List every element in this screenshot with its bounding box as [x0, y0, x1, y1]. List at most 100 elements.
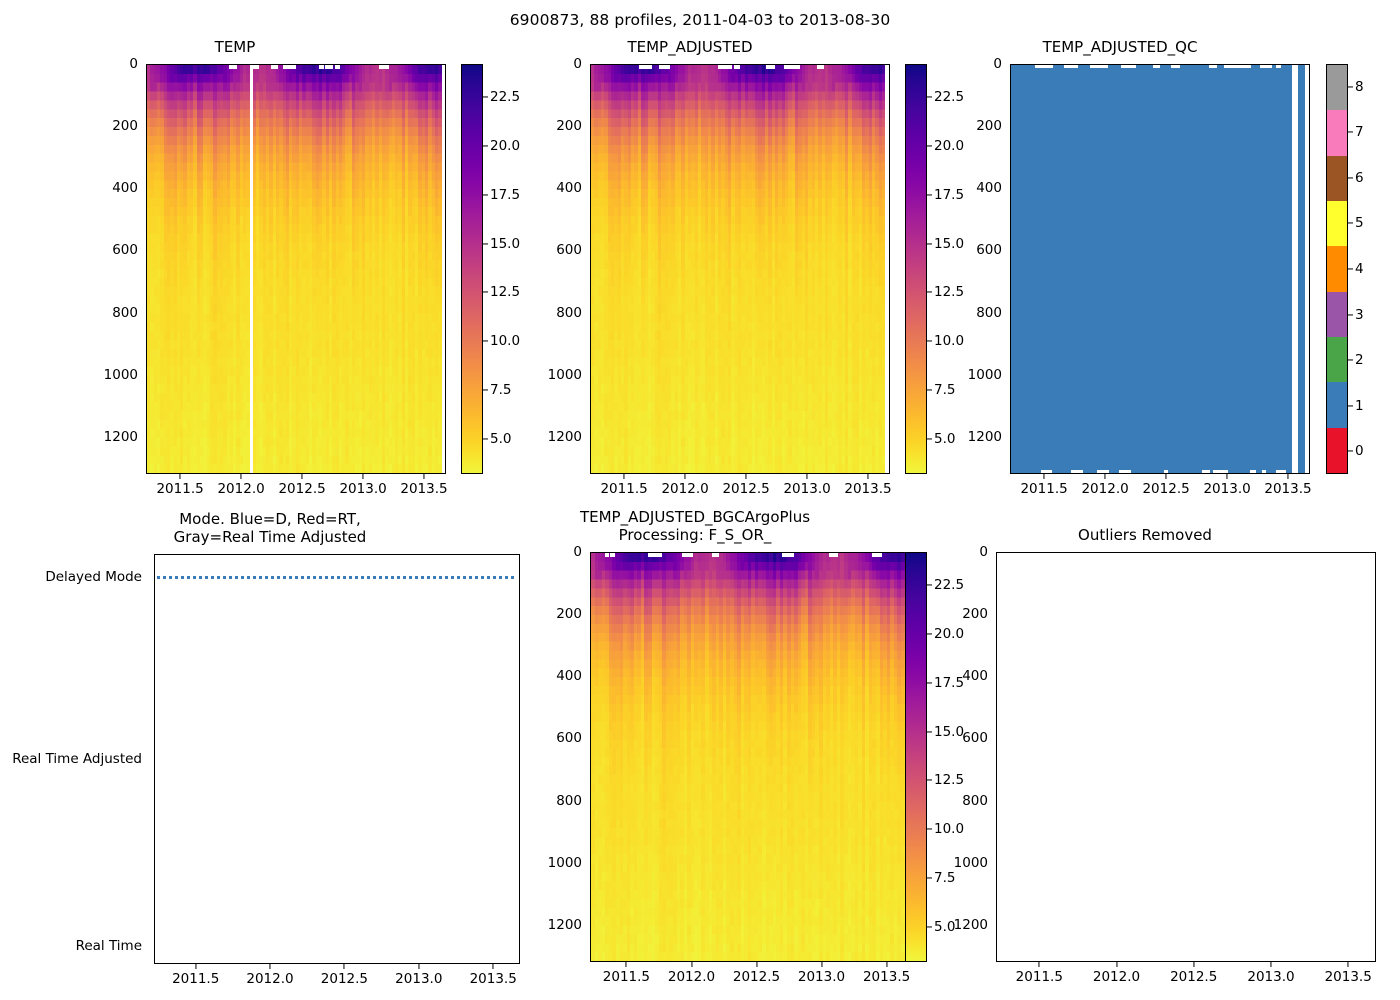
profile-column [667, 65, 672, 473]
missing-sample [1097, 470, 1109, 473]
surface-gap [228, 65, 237, 69]
missing-sample [1216, 470, 1227, 473]
ytick-mark [146, 375, 147, 376]
qc-colorbar-tick-label: 8 [1355, 78, 1364, 95]
axes-temp-adjusted[interactable] [590, 64, 890, 474]
colorbar-tick-label: 7.5 [934, 382, 956, 398]
profile-column [776, 553, 780, 961]
profile-column [597, 65, 602, 473]
profile-column [854, 553, 859, 961]
ytick-mark [146, 64, 147, 65]
ytick-label: 1200 [103, 428, 138, 445]
qc-colorbar-tick-label: 1 [1355, 397, 1364, 414]
ytick-mark [590, 64, 591, 65]
profile-column [156, 65, 161, 473]
profile-column [328, 65, 333, 473]
profile-column [848, 65, 852, 473]
xtick-mark [195, 964, 197, 969]
profile-column [312, 65, 316, 473]
xtick-mark [1193, 962, 1195, 967]
colorbar-tick-label: 22.5 [934, 89, 965, 106]
ytick-label: 800 [976, 304, 1002, 321]
qc-colorbar-tick-mark [1348, 405, 1353, 407]
xtick-mark [1043, 474, 1045, 479]
axes-bgcargoplus[interactable] [590, 552, 910, 962]
axes-temp-adjusted-qc[interactable] [1010, 64, 1310, 474]
profile-column [694, 553, 698, 961]
axes-outliers-removed[interactable] [996, 552, 1376, 962]
xtick-label: 2011.5 [172, 971, 220, 987]
ytick-mark [996, 801, 997, 802]
colorbar-tick-mark [927, 584, 932, 586]
profile-column [279, 65, 283, 473]
profile-column [598, 553, 602, 961]
surface-gap [639, 65, 652, 69]
profile-column [229, 65, 234, 473]
profile-column [358, 65, 362, 473]
profile-column [594, 553, 599, 961]
profile-column [851, 553, 855, 961]
colorbar-tick-mark [927, 243, 932, 245]
xtick-label: 2012.5 [722, 481, 770, 497]
colorbar-tick-mark [927, 633, 932, 635]
qc-colorbar-tick-label: 6 [1355, 169, 1364, 186]
profile-column [150, 65, 154, 473]
profile-column [698, 65, 702, 473]
colorbar-tick-label: 5.0 [934, 918, 956, 935]
qc-colorbar-tick-label: 4 [1355, 261, 1364, 277]
profile-column [269, 65, 273, 473]
profile-column [408, 65, 412, 473]
profile-column [375, 65, 379, 473]
profile-column [708, 65, 712, 473]
profile-column [282, 65, 286, 473]
xtick-mark [745, 474, 747, 479]
profile-column [309, 65, 313, 473]
axes-mode[interactable] [154, 554, 520, 964]
profile-column [239, 65, 244, 473]
colorbar-temp-ticks: 5.0 7.5 10.0 12.5 15.0 17.5 20.0 22.5 [461, 64, 520, 474]
ytick-mark [996, 739, 997, 740]
axes-temp[interactable] [146, 64, 446, 474]
ytick-mark [590, 437, 591, 438]
profile-column [751, 65, 755, 473]
ytick-mark [146, 313, 147, 314]
data-gap-column [249, 65, 253, 473]
profile-column [868, 65, 872, 473]
profile-column [200, 65, 204, 473]
mode-ytick-mark [154, 577, 155, 578]
qc-colorbar-segment [1327, 337, 1347, 383]
profile-column [865, 553, 869, 961]
profile-column [845, 65, 849, 473]
surface-gap [251, 65, 260, 69]
panel-temp-adjusted-title: TEMP_ADJUSTED [627, 38, 753, 56]
colorbar-tick-mark [483, 291, 488, 293]
panel-bgcargoplus-title: TEMP_ADJUSTED_BGCArgoPlus Processing: F_… [579, 508, 811, 544]
colorbar-tick-mark [927, 779, 932, 781]
profile-column [786, 553, 791, 961]
profile-column [591, 65, 595, 473]
profile-column [865, 65, 869, 473]
profile-column [362, 65, 366, 473]
profile-column [876, 553, 880, 961]
colorbar-tick-label: 15.0 [934, 723, 965, 740]
colorbar-tick-label: 17.5 [490, 186, 521, 203]
profile-column [166, 65, 171, 473]
qc-colorbar-segment [1327, 246, 1347, 292]
missing-sample [1208, 65, 1218, 68]
profile-column [378, 65, 382, 473]
colorbar-temp-adjusted [905, 64, 927, 474]
colorbar-tick-mark [483, 389, 488, 391]
qc-colorbar-tick-mark [1348, 222, 1353, 224]
profile-column [243, 65, 247, 473]
profile-column [721, 65, 725, 473]
qc-colorbar-segment [1327, 382, 1347, 428]
profile-column [289, 65, 293, 473]
surface-gap [318, 65, 325, 69]
colorbar-tick-mark [927, 389, 932, 391]
missing-sample [1202, 470, 1210, 473]
xtick-mark [492, 964, 494, 969]
profile-column [833, 553, 837, 961]
xtick-mark [1226, 474, 1228, 479]
xtick-mark [867, 474, 869, 479]
surface-gap [783, 65, 794, 69]
